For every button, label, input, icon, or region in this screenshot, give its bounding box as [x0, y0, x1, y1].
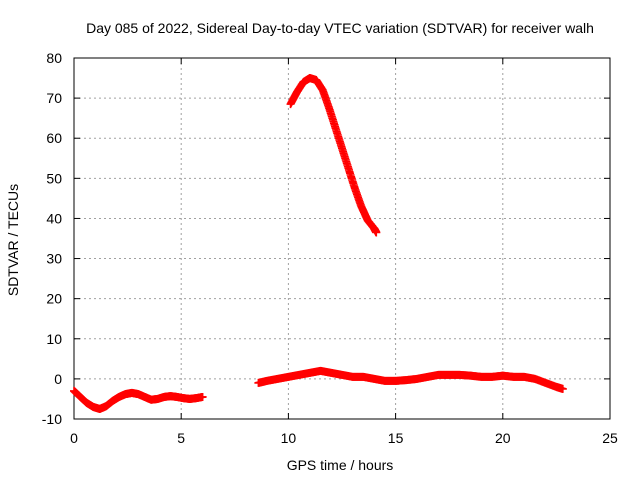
- axis-ticks: [73, 57, 611, 420]
- chart-title: Day 085 of 2022, Sidereal Day-to-day VTE…: [86, 20, 594, 36]
- y-tick-label: 50: [46, 170, 62, 186]
- y-tick-label: 80: [46, 50, 62, 66]
- y-tick-label: -10: [42, 411, 62, 427]
- y-tick-label: 0: [54, 371, 62, 387]
- x-tick-label: 25: [602, 430, 618, 446]
- x-axis-label: GPS time / hours: [287, 457, 394, 473]
- y-tick-label: 20: [46, 291, 62, 307]
- y-tick-label: 10: [46, 331, 62, 347]
- grid: [74, 58, 610, 419]
- x-tick-label: 20: [495, 430, 511, 446]
- y-axis-label: SDTVAR / TECUs: [5, 184, 21, 296]
- y-tick-label: 60: [46, 130, 62, 146]
- data-point: [558, 384, 567, 393]
- series-segment-1: [70, 386, 207, 413]
- x-tick-label: 5: [177, 430, 185, 446]
- y-tick-label: 40: [46, 210, 62, 226]
- y-tick-label: 30: [46, 251, 62, 267]
- data-points: [70, 74, 567, 413]
- plot-frame: [73, 57, 611, 420]
- x-tick-label: 10: [281, 430, 297, 446]
- data-point: [372, 228, 381, 237]
- data-point: [198, 392, 207, 401]
- x-tick-label: 0: [70, 430, 78, 446]
- y-tick-label: 70: [46, 90, 62, 106]
- series-segment-3: [254, 366, 567, 393]
- x-tick-label: 15: [388, 430, 404, 446]
- series-segment-2: [286, 74, 381, 237]
- tick-labels: 0 5 10 15 20 25 -10 0 10 20 30 40 50 60 70 80: [42, 50, 618, 446]
